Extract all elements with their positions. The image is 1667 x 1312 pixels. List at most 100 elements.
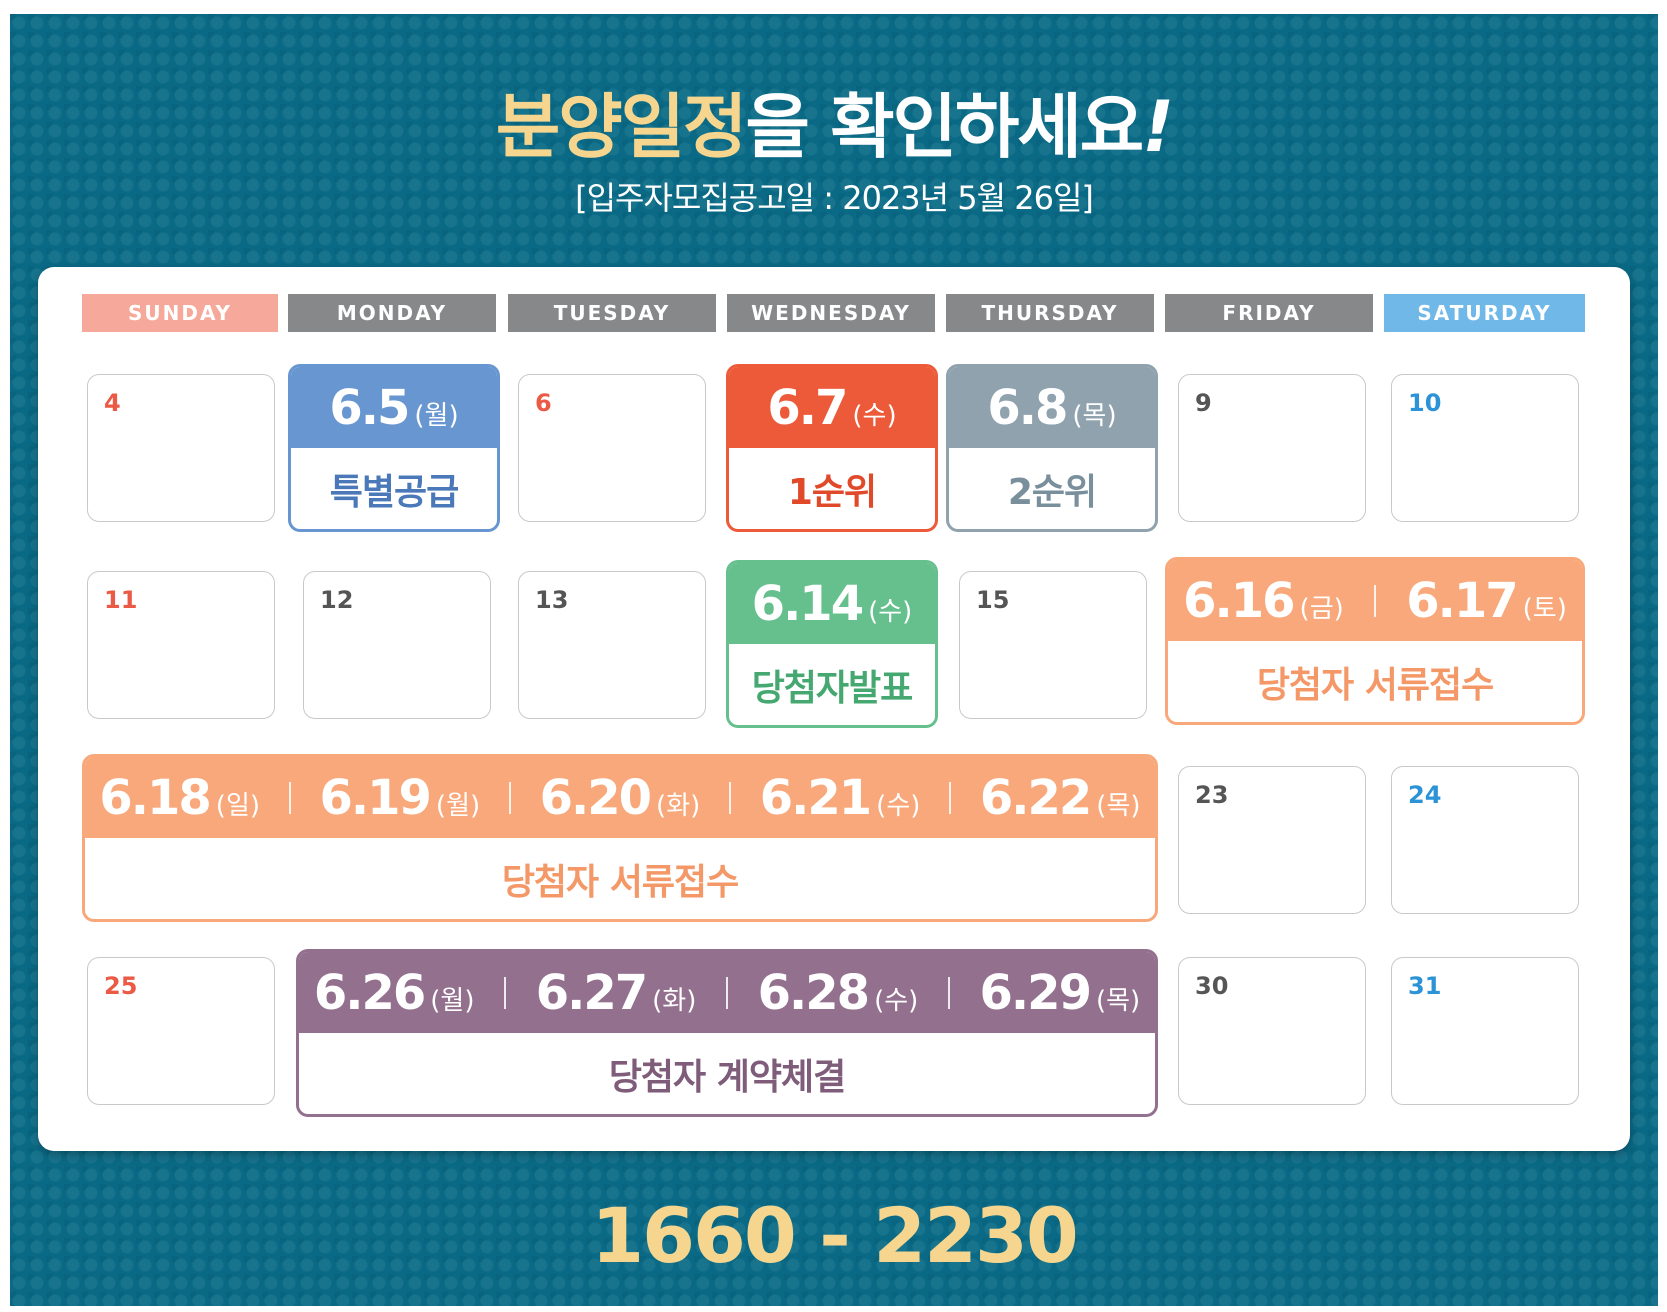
event-day: (금) xyxy=(1299,593,1344,624)
event-label: 당첨자 서류접수 xyxy=(501,861,739,903)
day-cell-15: 15 xyxy=(959,571,1147,719)
weekday-monday: MONDAY xyxy=(288,294,496,332)
event-day: (수) xyxy=(876,790,921,821)
event-date-item: 6.17 (토) xyxy=(1406,573,1567,629)
day-cell-9: 9 xyxy=(1178,374,1366,522)
event-date-item: 6.26 (월) xyxy=(314,965,475,1021)
event-label: 1순위 xyxy=(787,471,877,513)
event-date: 6.22 xyxy=(979,769,1092,826)
event-date: 6.16 xyxy=(1183,572,1295,629)
event-label: 특별공급 xyxy=(329,471,459,513)
event-date: 6.14 xyxy=(751,575,864,632)
event-winner-announcement: 6.14 (수) 당첨자발표 xyxy=(726,560,938,728)
day-number: 6 xyxy=(535,389,552,417)
event-date: 6.28 xyxy=(757,964,870,1021)
day-number: 12 xyxy=(320,586,354,614)
event-document-submission-1: 6.16 (금) 6.17 (토) 당첨자 서류접수 xyxy=(1165,557,1585,725)
event-date-item: 6.28 (수) xyxy=(758,965,919,1021)
event-header: 6.14 (수) xyxy=(729,563,935,644)
day-number: 23 xyxy=(1195,781,1229,809)
day-number: 13 xyxy=(535,586,569,614)
event-label: 당첨자 계약체결 xyxy=(608,1056,846,1098)
event-label: 2순위 xyxy=(1007,471,1097,513)
event-date: 6.20 xyxy=(539,769,652,826)
event-second-rank: 6.8 (목) 2순위 xyxy=(946,364,1158,532)
announcement-date: [입주자모집공고일 : 2023년 5월 26일] xyxy=(575,179,1094,217)
day-number: 24 xyxy=(1408,781,1442,809)
title-rest: 을 확인하세요 xyxy=(745,86,1144,168)
event-day: (수) xyxy=(868,596,913,627)
event-header: 6.16 (금) 6.17 (토) xyxy=(1168,560,1582,641)
event-date: 6.29 xyxy=(979,964,1092,1021)
day-cell-12: 12 xyxy=(303,571,491,719)
day-number: 9 xyxy=(1195,389,1212,417)
event-header: 6.26 (월) 6.27 (화) 6.28 (수) 6.29 (목) xyxy=(299,952,1155,1033)
event-date-item: 6.5 (월) xyxy=(329,380,458,436)
day-cell-6: 6 xyxy=(518,374,706,522)
event-day: (토) xyxy=(1522,593,1567,624)
event-date-item: 6.18 (일) xyxy=(99,770,260,826)
weekday-friday: FRIDAY xyxy=(1165,294,1373,332)
day-cell-31: 31 xyxy=(1391,957,1579,1105)
event-day: (목) xyxy=(1072,400,1117,431)
event-day: (수) xyxy=(852,400,897,431)
day-cell-11: 11 xyxy=(87,571,275,719)
event-date: 6.8 xyxy=(987,379,1068,436)
event-label: 당첨자 서류접수 xyxy=(1256,664,1494,706)
date-separator xyxy=(729,781,731,814)
day-number: 11 xyxy=(104,586,138,614)
day-number: 15 xyxy=(976,586,1010,614)
phone-number: 1660 - 2230 xyxy=(591,1191,1079,1280)
event-day: (목) xyxy=(1095,985,1141,1016)
event-label: 당첨자발표 xyxy=(751,667,914,709)
event-day: (월) xyxy=(414,400,459,431)
event-day: (월) xyxy=(430,985,475,1016)
date-separator xyxy=(504,976,507,1009)
event-header: 6.5 (월) xyxy=(291,367,497,448)
event-date-item: 6.16 (금) xyxy=(1183,573,1344,629)
event-date: 6.26 xyxy=(313,964,426,1021)
event-header: 6.18 (일) 6.19 (월) 6.20 (화) 6.21 (수) 6.22 (목) xyxy=(85,757,1155,838)
day-cell-24: 24 xyxy=(1391,766,1579,914)
date-separator xyxy=(288,781,291,814)
date-separator xyxy=(726,976,728,1009)
event-day: (화) xyxy=(652,985,697,1016)
event-day: (월) xyxy=(435,790,481,821)
event-date-item: 6.20 (화) xyxy=(540,770,701,826)
event-date-item: 6.19 (월) xyxy=(319,770,480,826)
event-date-item: 6.14 (수) xyxy=(752,576,913,632)
weekday-sunday: SUNDAY xyxy=(82,294,278,332)
event-date-item: 6.22 (목) xyxy=(980,770,1141,826)
event-day: (일) xyxy=(215,790,261,821)
event-first-rank: 6.7 (수) 1순위 xyxy=(726,364,938,532)
day-number: 30 xyxy=(1195,972,1229,1000)
event-date-item: 6.27 (화) xyxy=(536,965,697,1021)
event-contract-signing: 6.26 (월) 6.27 (화) 6.28 (수) 6.29 (목) 당첨자 계약체결 xyxy=(296,949,1158,1117)
day-cell-13: 13 xyxy=(518,571,706,719)
event-date: 6.5 xyxy=(329,379,410,436)
date-separator xyxy=(1373,584,1376,617)
event-date-item: 6.7 (수) xyxy=(767,380,896,436)
day-cell-10: 10 xyxy=(1391,374,1579,522)
date-separator xyxy=(508,781,511,814)
day-number: 31 xyxy=(1408,972,1442,1000)
event-date: 6.19 xyxy=(319,769,431,826)
event-header: 6.7 (수) xyxy=(729,367,935,448)
event-date-item: 6.29 (목) xyxy=(980,965,1141,1021)
event-header: 6.8 (목) xyxy=(949,367,1155,448)
weekday-tuesday: TUESDAY xyxy=(508,294,716,332)
day-number: 10 xyxy=(1408,389,1442,417)
day-cell-25: 25 xyxy=(87,957,275,1105)
event-date-item: 6.21 (수) xyxy=(760,770,921,826)
date-separator xyxy=(947,976,950,1009)
day-number: 25 xyxy=(104,972,138,1000)
day-cell-23: 23 xyxy=(1178,766,1366,914)
event-day: (수) xyxy=(874,985,919,1016)
title-highlight: 분양일정 xyxy=(495,86,748,168)
event-day: (목) xyxy=(1096,790,1141,821)
event-date: 6.7 xyxy=(767,379,848,436)
event-date: 6.18 xyxy=(99,769,211,826)
weekday-thursday: THURSDAY xyxy=(946,294,1154,332)
weekday-wednesday: WEDNESDAY xyxy=(727,294,935,332)
weekday-saturday: SATURDAY xyxy=(1384,294,1585,332)
